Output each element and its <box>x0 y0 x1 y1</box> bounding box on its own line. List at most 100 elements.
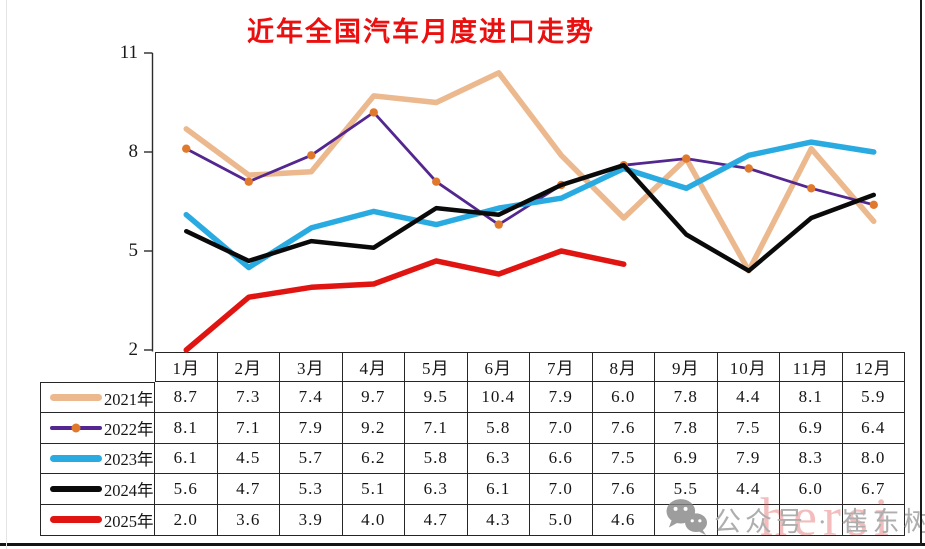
wechat-icon <box>666 499 707 536</box>
chart-title: 近年全国汽车月度进口走势 <box>247 17 595 47</box>
watermark-author-name: 崔东树 <box>841 507 925 537</box>
value-cell-2025年 <box>655 504 718 536</box>
value-cell-2023年: 7.9 <box>717 443 780 475</box>
value-cell-2023年: 6.1 <box>155 443 218 475</box>
value-cell-2022年: 7.1 <box>405 412 468 444</box>
value-cell-2025年: 2.0 <box>155 504 218 536</box>
legend-swatch-2025年 <box>50 516 102 524</box>
value-cell-2021年: 9.7 <box>342 382 405 413</box>
value-cell-2022年: 7.1 <box>217 412 280 444</box>
value-cell-2024年: 4.4 <box>717 474 780 505</box>
value-cell-2023年: 6.3 <box>467 443 530 475</box>
month-header-cell: 12月 <box>842 351 905 383</box>
data-table: 1月 2月 3月 4月 5月 6月 7月 8月 9月 10月 11月 12月 2021年 8.7 7.3 7.… <box>40 351 905 536</box>
month-header-cell: 1月 <box>155 351 218 383</box>
frame-right-border <box>919 0 922 546</box>
legend-swatch-2021年 <box>50 394 102 402</box>
value-cell-2022年: 7.9 <box>280 412 343 444</box>
value-cell-2021年: 8.7 <box>155 382 218 413</box>
legend-cell-2024年: 2024年 <box>40 474 155 505</box>
value-cell-2021年: 10.4 <box>467 382 530 413</box>
value-cell-2022年: 7.8 <box>655 412 718 444</box>
y-tick-label: 8 <box>128 141 139 162</box>
value-cell-2021年: 5.9 <box>842 382 905 413</box>
value-cell-2023年: 5.8 <box>405 443 468 475</box>
legend-marker-dot <box>71 423 81 433</box>
series-line-2025年 <box>183 248 627 353</box>
legend-cell-2025年: 2025年 <box>40 504 155 536</box>
value-cell-2025年 <box>842 504 905 536</box>
series-marker-2022年 <box>744 164 753 173</box>
value-cell-2025年: 4.6 <box>592 504 655 536</box>
legend-label: 2021年 <box>104 389 154 409</box>
value-cell-2023年: 6.9 <box>655 443 718 475</box>
value-cell-2023年: 4.5 <box>217 443 280 475</box>
legend-label: 2023年 <box>104 450 154 470</box>
value-cell-2021年: 4.4 <box>717 382 780 413</box>
legend-swatch-2024年 <box>50 486 102 493</box>
value-cell-2022年: 6.4 <box>842 412 905 444</box>
legend-swatch-2022年 <box>50 423 102 433</box>
value-cell-2024年: 7.6 <box>592 474 655 505</box>
y-tick-label: 5 <box>128 240 139 261</box>
value-cell-2024年: 4.7 <box>217 474 280 505</box>
value-cell-2025年: 5.0 <box>530 504 593 536</box>
value-cell-2024年: 5.3 <box>280 474 343 505</box>
value-cell-2021年: 7.9 <box>530 382 593 413</box>
month-header-cell: 2月 <box>217 351 280 383</box>
legend-label: 2022年 <box>104 419 154 439</box>
value-cell-2021年: 7.4 <box>280 382 343 413</box>
series-line-2023年 <box>183 139 877 271</box>
value-cell-2022年: 7.0 <box>530 412 593 444</box>
legend-cell-2022年: 2022年 <box>40 412 155 444</box>
watermark-author: 公众号 · 崔东树 <box>714 500 925 539</box>
value-cell-2025年: 4.0 <box>342 504 405 536</box>
month-header-cell: 7月 <box>530 351 593 383</box>
month-header-cell: 9月 <box>655 351 718 383</box>
value-cell-2025年: 3.9 <box>280 504 343 536</box>
month-header-cell: 5月 <box>405 351 468 383</box>
series-line-2024年 <box>184 162 876 274</box>
value-cell-2023年: 6.2 <box>342 443 405 475</box>
series-line-2021年 <box>183 70 877 274</box>
legend-cell-2023年: 2023年 <box>40 443 155 475</box>
value-cell-2023年: 6.6 <box>530 443 593 475</box>
series-marker-2022年 <box>244 177 253 186</box>
value-cell-2025年 <box>780 504 843 536</box>
value-cell-2023年: 7.5 <box>592 443 655 475</box>
legend-cell-2021年: 2021年 <box>40 382 155 413</box>
series-marker-2022年 <box>682 154 691 163</box>
value-cell-2021年: 8.1 <box>780 382 843 413</box>
series-marker-2022年 <box>619 161 628 170</box>
value-cell-2021年: 7.8 <box>655 382 718 413</box>
value-cell-2024年: 6.1 <box>467 474 530 505</box>
watermark-platform-label: 公众号 <box>714 507 807 537</box>
series-marker-2022年 <box>557 180 566 190</box>
value-cell-2024年: 5.1 <box>342 474 405 505</box>
value-cell-2022年: 7.6 <box>592 412 655 444</box>
value-cell-2022年: 7.5 <box>717 412 780 444</box>
legend-swatch-2023年 <box>50 454 102 462</box>
series-marker-2022年 <box>494 220 503 229</box>
value-cell-2023年: 8.0 <box>842 443 905 475</box>
legend-label: 2024年 <box>104 481 154 501</box>
value-cell-2022年: 9.2 <box>342 412 405 444</box>
y-tick-label: 2 <box>128 339 139 360</box>
value-cell-2024年: 6.0 <box>780 474 843 505</box>
table-corner-blank <box>40 352 155 383</box>
legend-label: 2025年 <box>104 511 154 531</box>
series-line-2022年 <box>184 111 876 226</box>
series-marker-2022年 <box>307 151 316 160</box>
series-marker-2022年 <box>807 184 816 193</box>
series-marker-2022年 <box>182 144 191 153</box>
value-cell-2022年: 8.1 <box>155 412 218 444</box>
month-header-cell: 8月 <box>592 351 655 383</box>
month-header-cell: 6月 <box>467 351 530 383</box>
value-cell-2021年: 7.3 <box>217 382 280 413</box>
series-marker-2022年 <box>432 177 441 186</box>
value-cell-2023年: 8.3 <box>780 443 843 475</box>
month-header-cell: 4月 <box>342 351 405 383</box>
value-cell-2025年: 3.6 <box>217 504 280 536</box>
series-marker-2022年 <box>869 200 878 209</box>
